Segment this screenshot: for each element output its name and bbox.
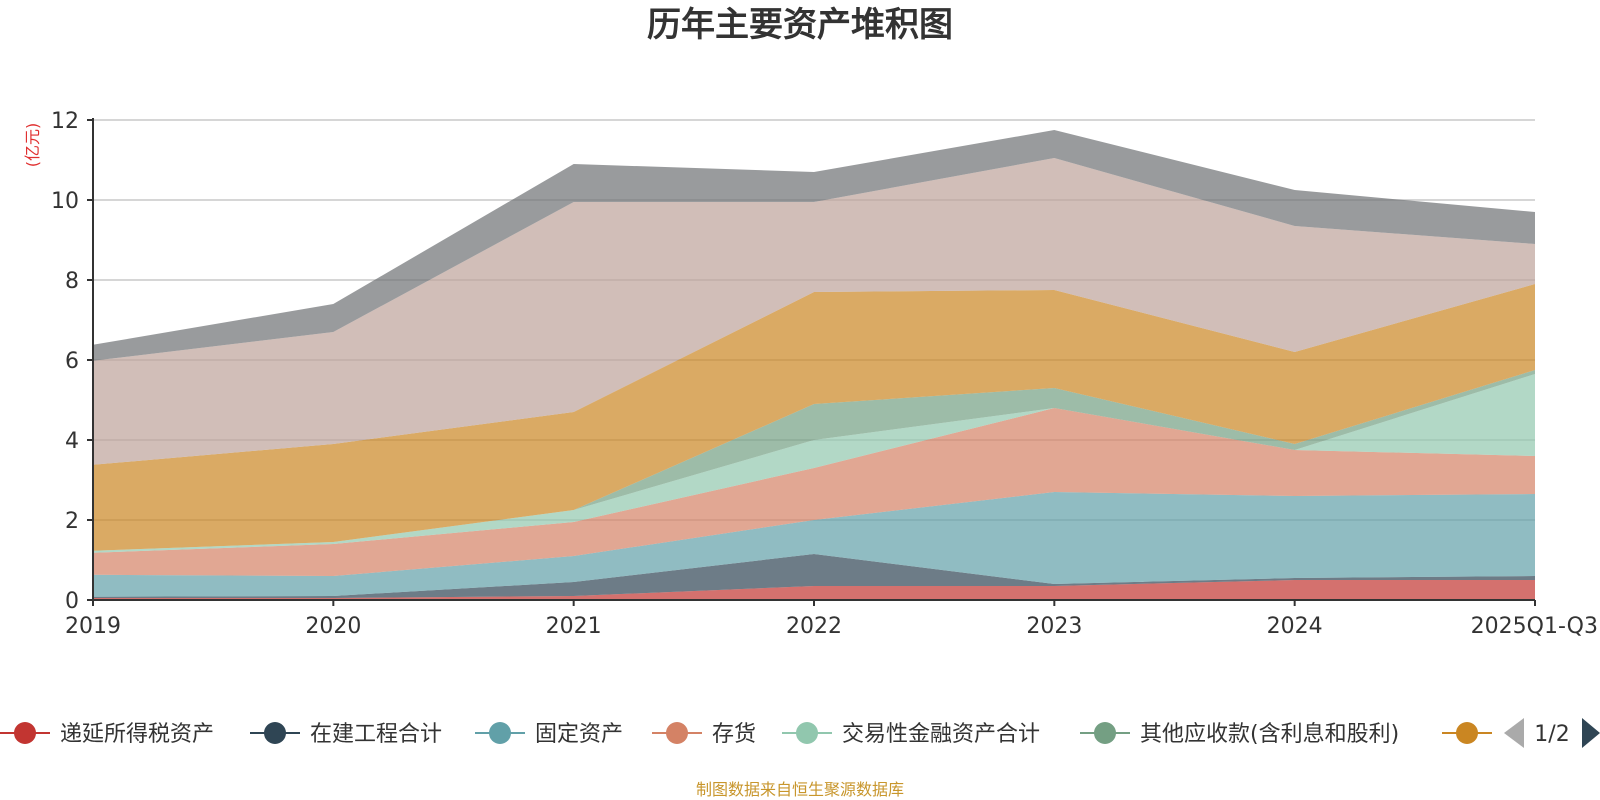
legend-marker xyxy=(1094,722,1116,744)
legend-marker xyxy=(489,722,511,744)
y-tick-label: 4 xyxy=(65,429,79,454)
legend-page-indicator: 1/2 xyxy=(1534,722,1569,747)
y-tick-label: 10 xyxy=(51,189,79,214)
legend-label: 递延所得税资产 xyxy=(60,722,214,747)
x-tick-label: 2023 xyxy=(1026,614,1082,639)
legend-item[interactable]: 存货 xyxy=(652,722,756,747)
legend-item[interactable]: 递延所得税资产 xyxy=(0,722,214,747)
y-axis-unit: (亿元) xyxy=(23,123,42,168)
legend-marker xyxy=(14,722,36,744)
legend-prev-page-icon[interactable] xyxy=(1504,718,1524,748)
legend-label: 其他应收款(含利息和股利) xyxy=(1140,722,1399,747)
x-tick-label: 2020 xyxy=(305,614,361,639)
x-tick-label: 2022 xyxy=(786,614,842,639)
y-tick-label: 2 xyxy=(65,509,79,534)
y-tick-label: 0 xyxy=(65,589,79,614)
legend-label: 在建工程合计 xyxy=(310,722,442,747)
area-series-5 xyxy=(93,374,1535,553)
legend-item[interactable]: 固定资产 xyxy=(475,722,623,747)
data-source-note: 制图数据来自恒生聚源数据库 xyxy=(696,780,904,799)
legend-next-page-icon[interactable] xyxy=(1582,718,1600,748)
x-tick-label: 2021 xyxy=(546,614,602,639)
x-tick-label: 2019 xyxy=(65,614,121,639)
legend-item[interactable]: 在建工程合计 xyxy=(250,722,442,747)
legend-marker xyxy=(1456,722,1478,744)
legend-item[interactable]: 交易性金融资产合计 xyxy=(782,722,1040,747)
x-tick-label: 2025Q1-Q3 xyxy=(1471,614,1598,639)
legend-label: 存货 xyxy=(712,722,756,747)
area-series-7 xyxy=(93,284,1535,551)
chart-title: 历年主要资产堆积图 xyxy=(647,5,953,45)
y-tick-label: 8 xyxy=(65,269,79,294)
legend-marker xyxy=(796,722,818,744)
area-series-4 xyxy=(93,408,1535,576)
legend-marker xyxy=(666,722,688,744)
legend-item[interactable]: 其他应收款(含利息和股利) xyxy=(1080,722,1399,747)
y-tick-label: 6 xyxy=(65,349,79,374)
area-series-3 xyxy=(93,492,1535,597)
area-series-1 xyxy=(93,580,1535,600)
legend-label: 交易性金融资产合计 xyxy=(842,722,1040,747)
y-tick-label: 12 xyxy=(51,109,79,134)
area-series-2 xyxy=(93,554,1535,598)
area-series-9 xyxy=(93,130,1535,361)
legend-marker xyxy=(264,722,286,744)
legend-label: 固定资产 xyxy=(535,722,623,747)
legend-item[interactable] xyxy=(1442,722,1492,744)
area-series-8 xyxy=(93,158,1535,465)
x-tick-label: 2024 xyxy=(1267,614,1323,639)
area-series-6 xyxy=(93,370,1535,551)
